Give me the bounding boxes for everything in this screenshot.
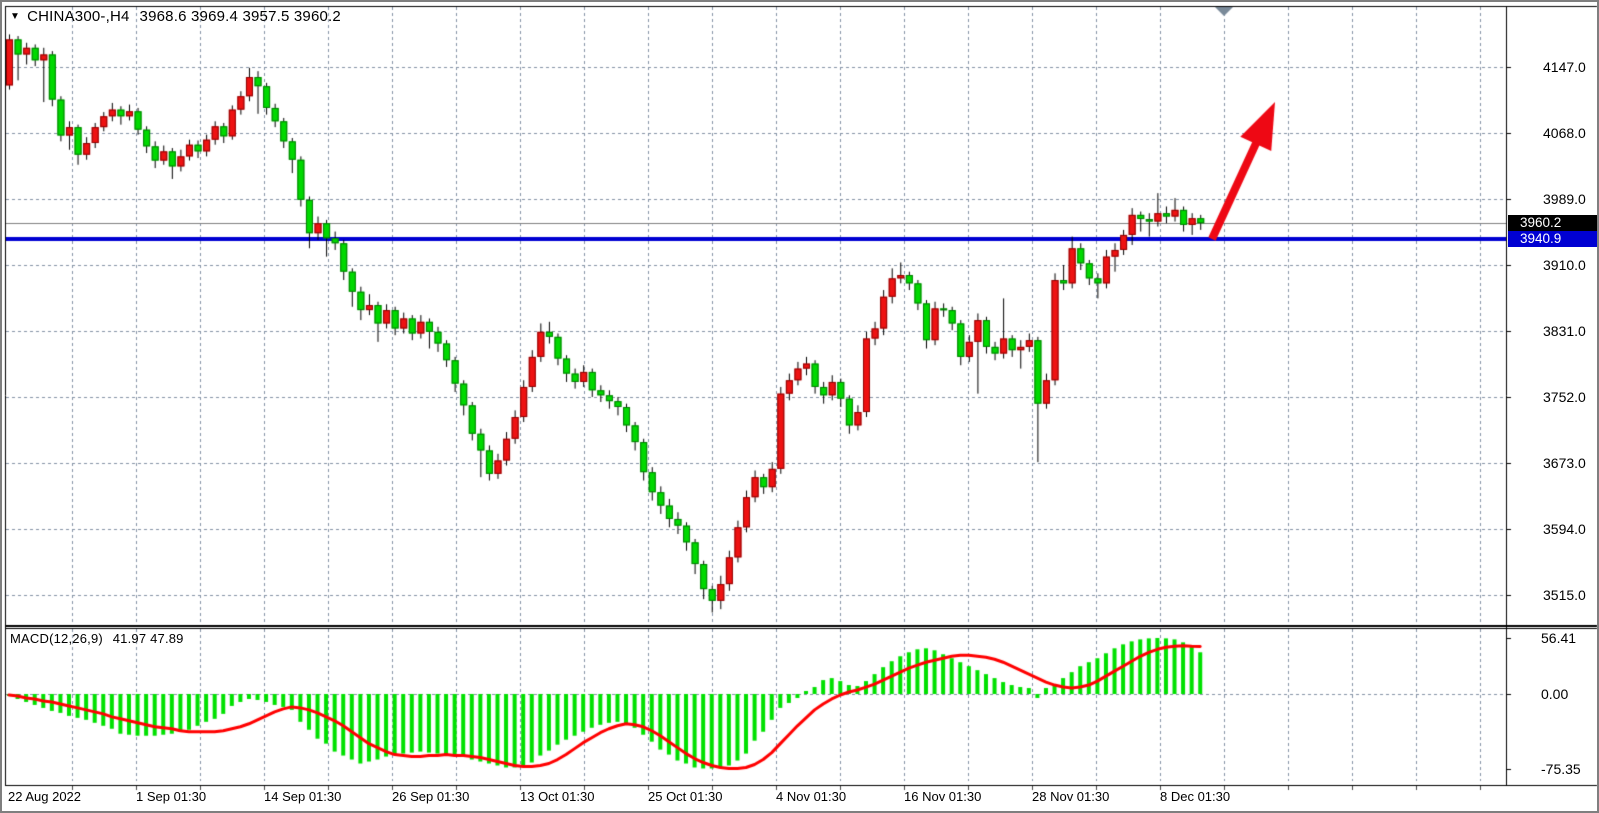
chart-canvas[interactable] [2,2,1597,811]
trading-chart-window: ▼ CHINA300-,H4 3968.6 3969.4 3957.5 3960… [0,0,1599,813]
